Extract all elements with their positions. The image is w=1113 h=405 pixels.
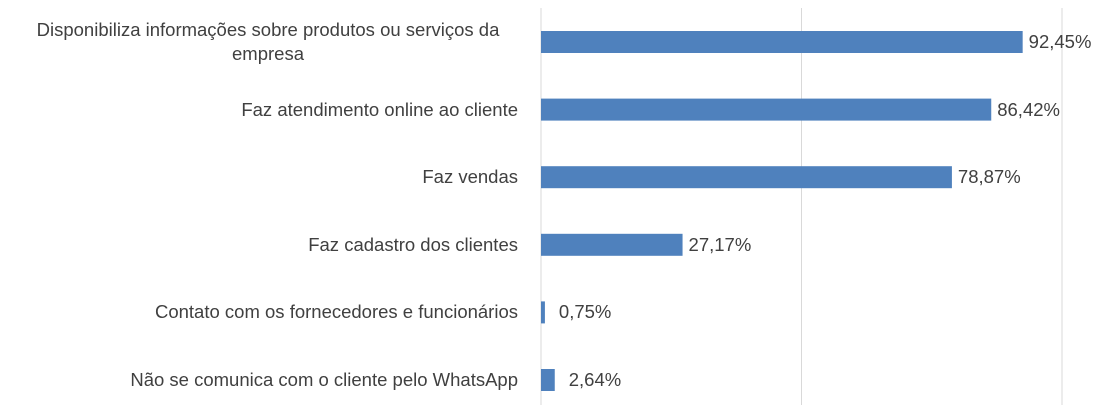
category-label: Contato com os fornecedores e funcionári… — [0, 300, 518, 324]
value-label: 78,87% — [958, 166, 1021, 188]
category-label-text: Faz vendas — [422, 166, 518, 188]
bar — [541, 98, 992, 121]
category-label-text: Não se comunica com o cliente pelo Whats… — [130, 369, 518, 390]
bar — [541, 166, 952, 189]
bar — [541, 369, 555, 391]
bar — [541, 233, 683, 256]
category-label: Não se comunica com o cliente pelo Whats… — [0, 368, 518, 392]
bar — [541, 31, 1023, 53]
value-label: 2,64% — [569, 369, 621, 391]
value-label: 86,42% — [997, 99, 1060, 121]
category-label: Faz vendas — [0, 165, 518, 189]
value-label: 27,17% — [689, 234, 752, 256]
category-label: Faz atendimento online ao cliente — [0, 98, 518, 122]
category-label-text: Contato com os fornecedores e funcionári… — [154, 301, 518, 323]
category-label-text: Faz cadastro dos clientes — [308, 233, 518, 255]
category-label-text: Disponibiliza informações sobre produtos… — [36, 19, 500, 64]
category-label-text: Faz atendimento online ao cliente — [241, 98, 518, 120]
value-label-text: 92,45% — [1028, 31, 1092, 52]
value-label-text: 27,17% — [688, 233, 752, 255]
value-label-text: 78,87% — [957, 166, 1021, 188]
value-label-text: 2,64% — [568, 369, 622, 390]
value-label: 92,45% — [1029, 31, 1092, 53]
bar — [541, 301, 545, 324]
value-label-text: 86,42% — [997, 98, 1060, 120]
value-label-text: 0,75% — [558, 301, 612, 323]
category-label: Faz cadastro dos clientes — [0, 233, 518, 257]
value-label: 0,75% — [559, 301, 611, 323]
category-label: Disponibiliza informações sobre produtos… — [0, 18, 518, 66]
